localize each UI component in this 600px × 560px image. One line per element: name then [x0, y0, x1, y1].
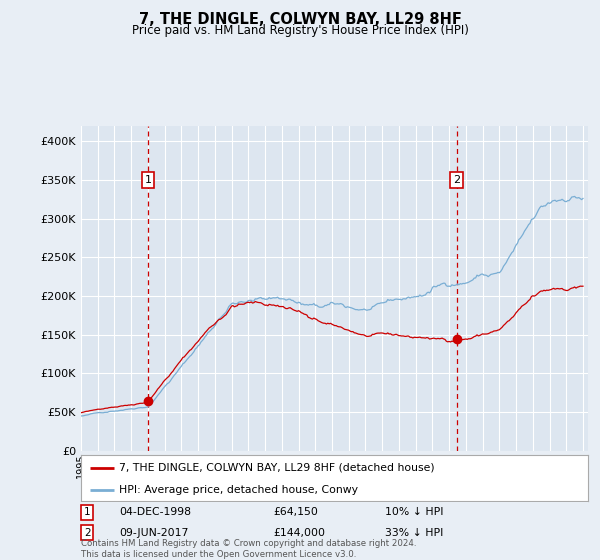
Text: 2: 2	[84, 528, 91, 538]
Text: Price paid vs. HM Land Registry's House Price Index (HPI): Price paid vs. HM Land Registry's House …	[131, 24, 469, 36]
Text: £64,150: £64,150	[274, 507, 319, 517]
Text: £144,000: £144,000	[274, 528, 326, 538]
Text: Contains HM Land Registry data © Crown copyright and database right 2024.
This d: Contains HM Land Registry data © Crown c…	[81, 539, 416, 559]
Text: 7, THE DINGLE, COLWYN BAY, LL29 8HF (detached house): 7, THE DINGLE, COLWYN BAY, LL29 8HF (det…	[119, 463, 434, 473]
Text: 09-JUN-2017: 09-JUN-2017	[119, 528, 188, 538]
Text: 10% ↓ HPI: 10% ↓ HPI	[385, 507, 444, 517]
Text: 1: 1	[145, 175, 151, 185]
Text: 1: 1	[84, 507, 91, 517]
Text: 33% ↓ HPI: 33% ↓ HPI	[385, 528, 443, 538]
Text: 04-DEC-1998: 04-DEC-1998	[119, 507, 191, 517]
Text: 7, THE DINGLE, COLWYN BAY, LL29 8HF: 7, THE DINGLE, COLWYN BAY, LL29 8HF	[139, 12, 461, 27]
Text: HPI: Average price, detached house, Conwy: HPI: Average price, detached house, Conw…	[119, 485, 358, 494]
Text: 2: 2	[453, 175, 460, 185]
